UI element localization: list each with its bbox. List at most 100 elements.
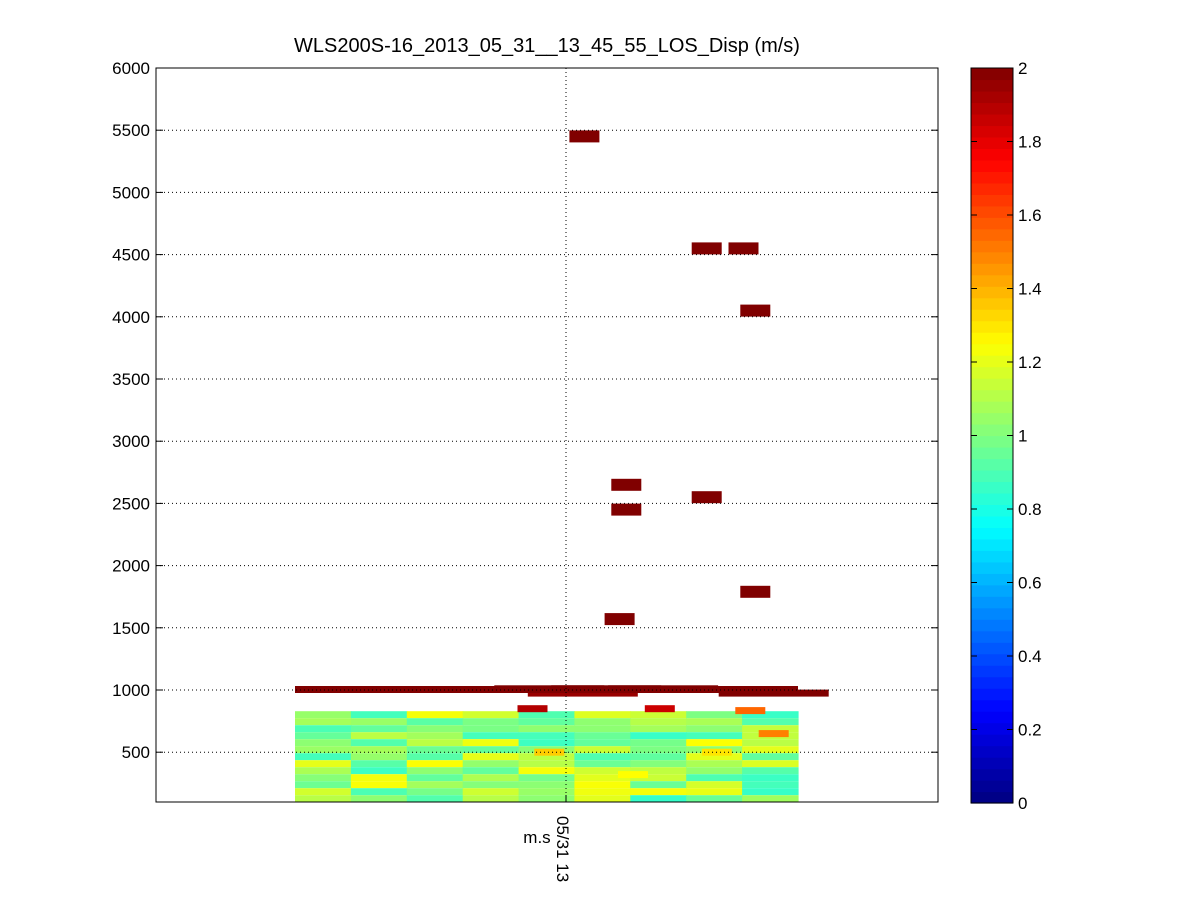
colorbar-swatch [971, 286, 1013, 299]
colorbar-swatch [971, 136, 1013, 149]
colorbar-swatch [971, 722, 1013, 735]
y-tick-label: 4500 [112, 246, 150, 265]
band-cell [518, 788, 576, 796]
band-cell [630, 781, 687, 789]
colorbar-tick-label: 0 [1018, 794, 1027, 813]
band-cell [462, 767, 520, 775]
band-cell [350, 788, 408, 796]
band-cell [295, 781, 352, 789]
y-axis: 500 1000 1500 2000 2500 3000 3500 4000 4500 5000 5… [112, 59, 938, 802]
band-cell [630, 760, 687, 768]
band-cell [462, 795, 520, 802]
y-tick-label: 2500 [112, 494, 150, 513]
colorbar-swatch [971, 642, 1013, 655]
heatmap-cell [611, 503, 642, 516]
colorbar-swatch [971, 401, 1013, 414]
y-tick-label: 1000 [112, 681, 150, 700]
colorbar-swatch [971, 424, 1013, 437]
band-cell [462, 739, 520, 747]
band-cell [574, 760, 631, 768]
y-tick-label: 3000 [112, 432, 150, 451]
band-cell [295, 725, 352, 733]
heatmap-cell [735, 707, 766, 715]
band-cell [630, 711, 687, 719]
band-cell [630, 739, 687, 747]
band-cell [518, 781, 576, 789]
colorbar-swatch [971, 182, 1013, 195]
band-cell [686, 718, 743, 726]
band-cell [742, 718, 799, 726]
colorbar-swatch [971, 435, 1013, 448]
band-cell [406, 781, 464, 789]
band-cell [518, 711, 576, 719]
heatmap-cell [691, 242, 722, 255]
band-cell [406, 753, 464, 761]
band-cell [574, 718, 631, 726]
band-cell [350, 739, 408, 747]
band-cell [295, 732, 352, 740]
colorbar: 0 0.2 0.4 0.6 0.8 1 1.2 1.4 1.6 1.8 2 [970, 59, 1042, 813]
colorbar-swatch [971, 194, 1013, 207]
band-cell [686, 788, 743, 796]
band-cell [518, 739, 576, 747]
band-cell [686, 781, 743, 789]
colorbar-swatch [971, 619, 1013, 632]
colorbar-swatch [971, 688, 1013, 701]
colorbar-swatch [971, 90, 1013, 104]
band-cell [518, 725, 576, 733]
band-cell [406, 732, 464, 740]
colorbar-tick-label: 1.8 [1018, 133, 1042, 152]
y-tick-label: 4000 [112, 308, 150, 327]
band-cell [686, 739, 743, 747]
colorbar-swatch [971, 228, 1013, 241]
band-cell [630, 725, 687, 733]
band-cell [406, 760, 464, 768]
band-cell [686, 767, 743, 775]
heatmap-cell [611, 478, 642, 491]
band-cell [518, 767, 576, 775]
heatmap-cell [740, 585, 771, 598]
band-cell [295, 718, 352, 726]
band-cell [574, 711, 631, 719]
y-tick-label: 1500 [112, 619, 150, 638]
band-cell [462, 732, 520, 740]
colorbar-swatch [971, 263, 1013, 276]
colorbar-swatch [971, 584, 1013, 597]
band-cell [742, 725, 799, 733]
band-cell [742, 795, 799, 802]
heatmap-cell [740, 304, 771, 317]
band-cell [462, 746, 520, 754]
colorbar-swatch [971, 343, 1013, 356]
band-cell [574, 795, 631, 802]
heatmap-cell [691, 491, 722, 504]
band-cell [350, 795, 408, 802]
band-cell [462, 774, 520, 782]
y-tick-label: 5000 [112, 183, 150, 202]
band-cell [406, 718, 464, 726]
band-cell [518, 732, 576, 740]
band-cell [742, 788, 799, 796]
band-cell [350, 753, 408, 761]
band-cell [630, 767, 687, 775]
colorbar-swatch [971, 711, 1013, 724]
colorbar-swatch [971, 630, 1013, 643]
band-cell [574, 732, 631, 740]
band-cell [350, 767, 408, 775]
heatmap-strip [295, 686, 798, 693]
colorbar-swatch [971, 757, 1013, 770]
band-cell [518, 760, 576, 768]
heatmap-cell [758, 730, 789, 738]
colorbar-swatch [971, 378, 1013, 391]
colorbar-swatch [971, 515, 1013, 528]
colorbar-swatch [971, 389, 1013, 402]
band-cell [686, 760, 743, 768]
band-cell [350, 760, 408, 768]
band-cell [574, 788, 631, 796]
colorbar-tick-label: 0.2 [1018, 721, 1042, 740]
band-cell [350, 746, 408, 754]
band-cell [574, 725, 631, 733]
band-cell [630, 795, 687, 802]
colorbar-swatch [971, 240, 1013, 253]
band-cell [295, 753, 352, 761]
